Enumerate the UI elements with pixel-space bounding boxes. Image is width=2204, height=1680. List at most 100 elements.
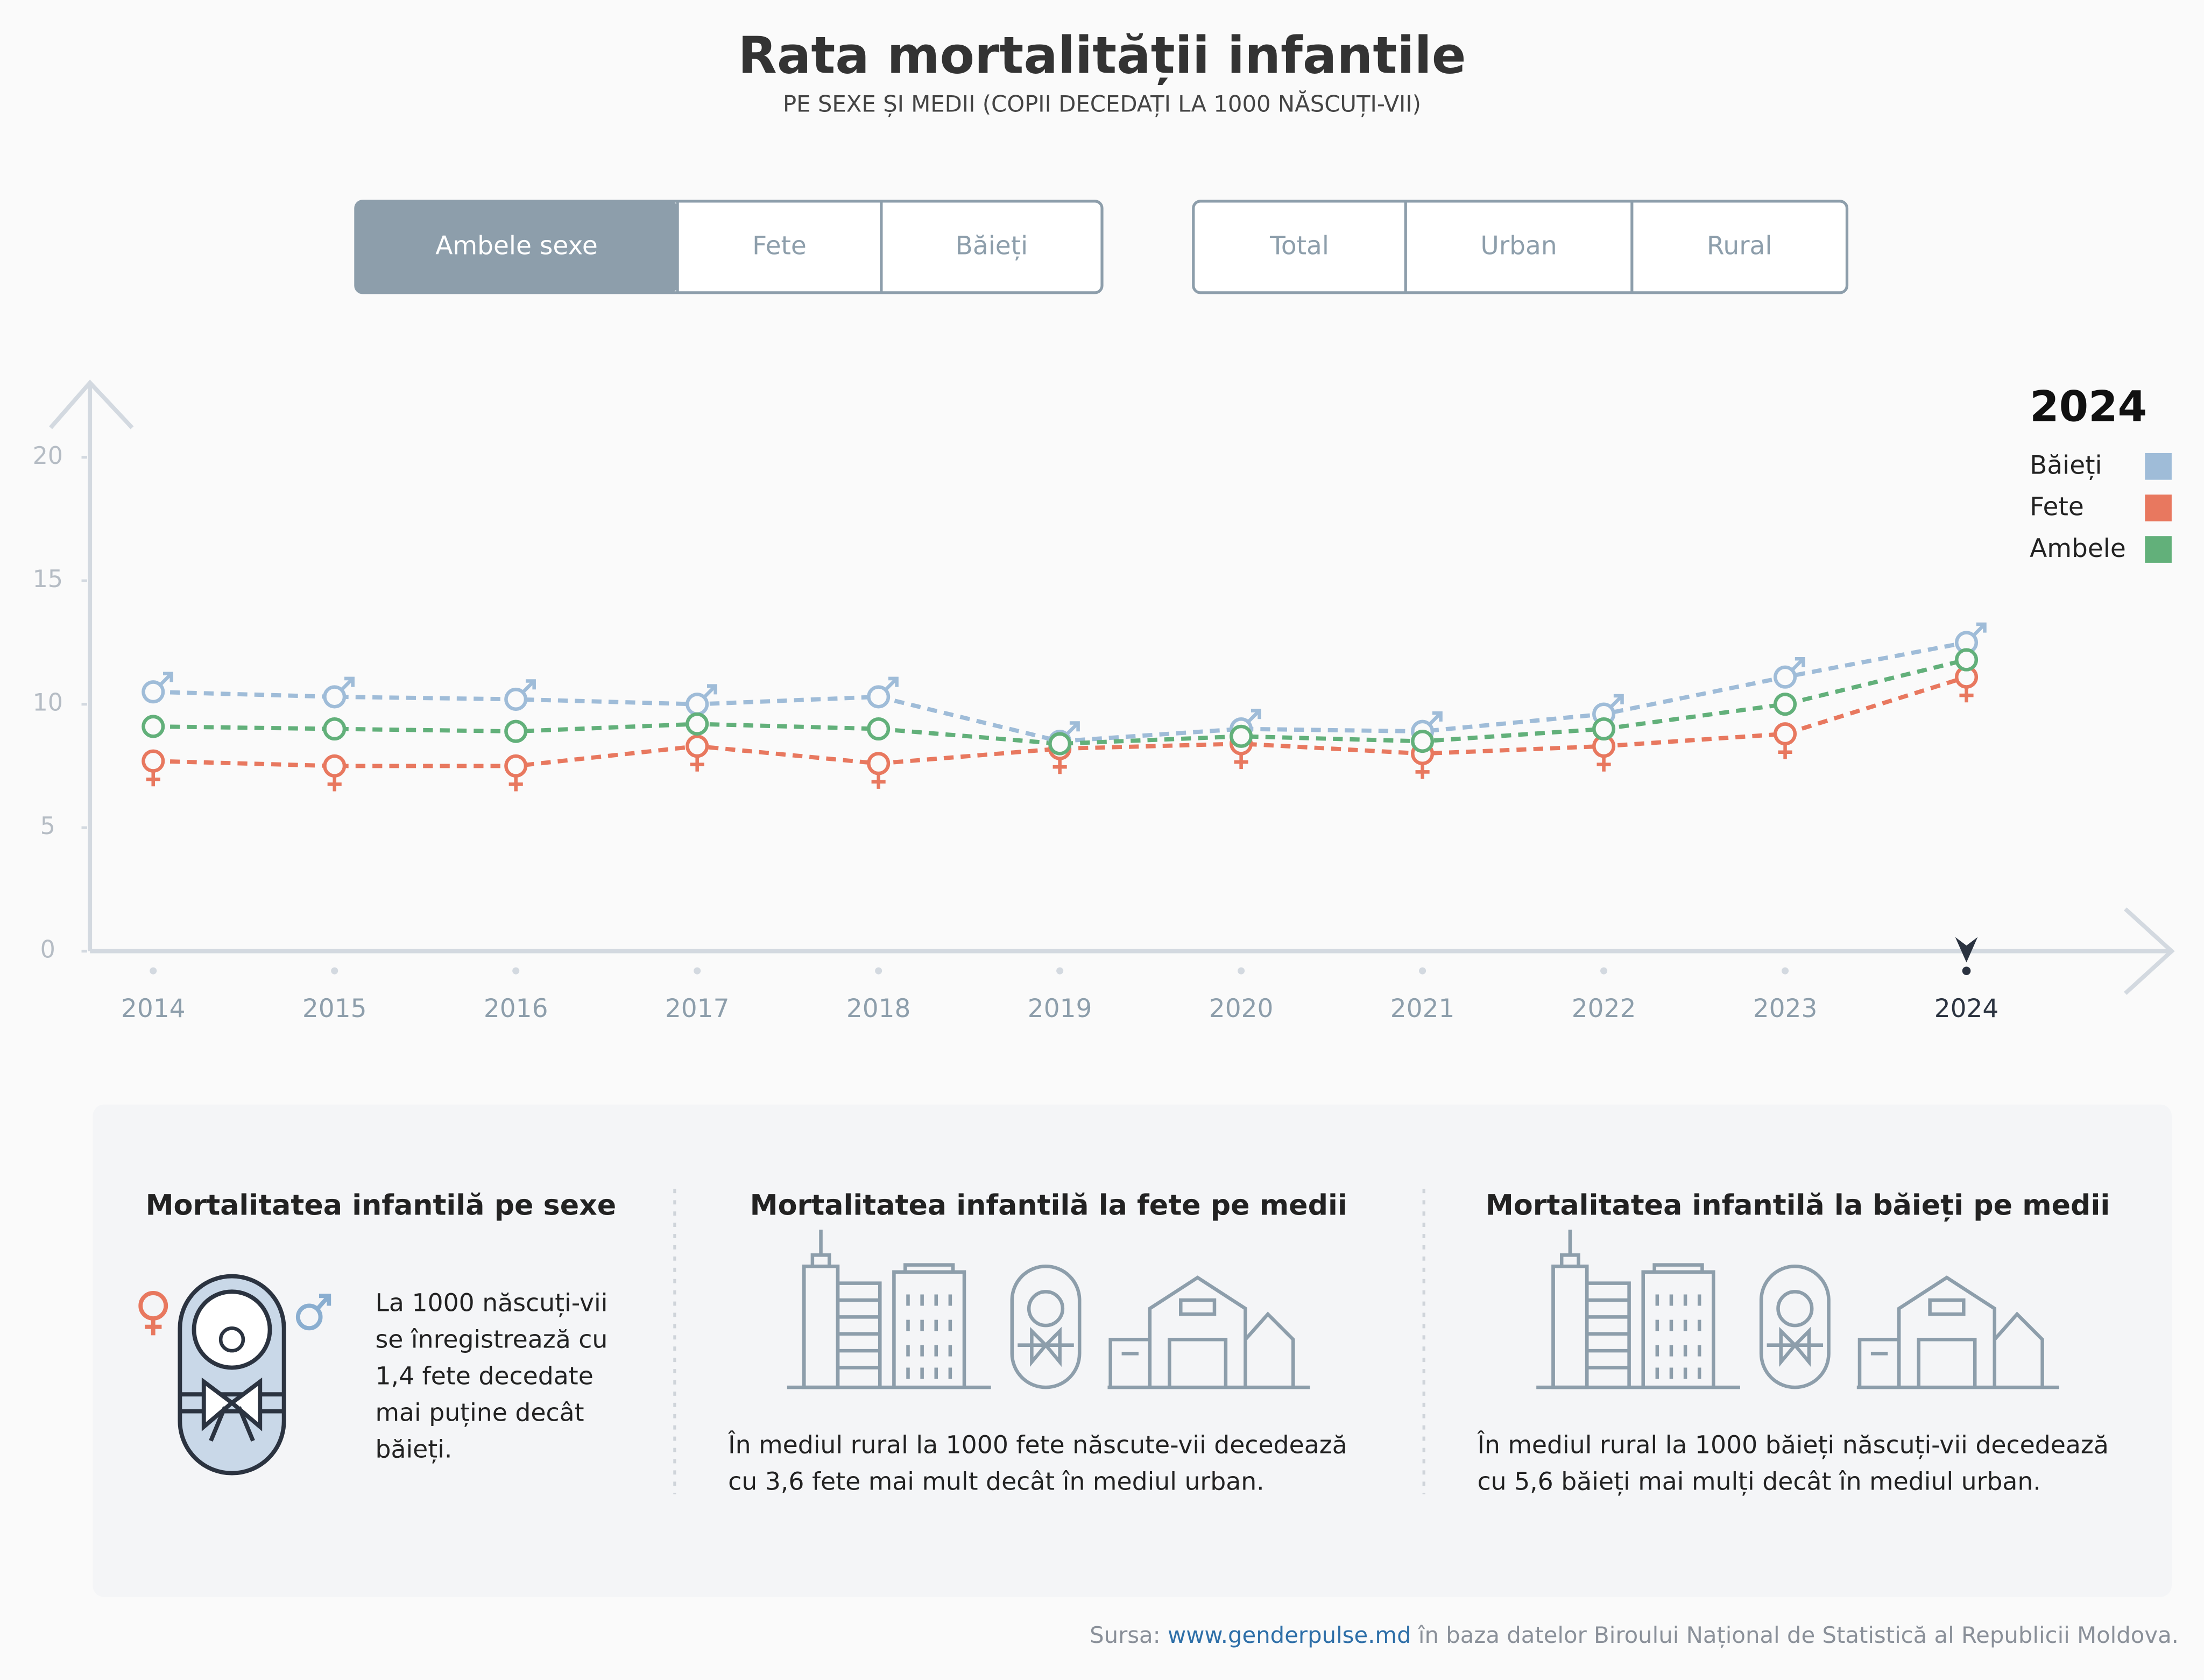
y-tick-label: 0 bbox=[40, 936, 55, 964]
x-axis bbox=[90, 907, 2175, 995]
point-marker bbox=[1230, 724, 1253, 748]
point bbox=[1773, 693, 1797, 716]
point-marker bbox=[867, 752, 891, 789]
category-dot bbox=[1238, 967, 1245, 975]
x-tick-label: 2020 bbox=[1209, 994, 1274, 1023]
legend-swatch bbox=[2145, 495, 2172, 521]
point bbox=[686, 693, 709, 716]
button-label[interactable]: Total bbox=[1269, 231, 1329, 261]
legend-label: Fete bbox=[2030, 492, 2084, 522]
point bbox=[504, 687, 528, 711]
point-marker bbox=[1411, 729, 1435, 753]
toggle-button[interactable]: Urban bbox=[1404, 201, 1557, 293]
point bbox=[867, 685, 891, 709]
category-dot bbox=[875, 967, 882, 975]
legend-label: Băieți bbox=[2030, 451, 2102, 481]
female-symbol bbox=[1597, 756, 1611, 772]
point bbox=[323, 717, 347, 741]
x-tick-label: 2022 bbox=[1572, 994, 1636, 1023]
point-marker bbox=[686, 684, 717, 716]
point bbox=[142, 749, 165, 773]
female-symbol bbox=[1415, 763, 1430, 779]
point bbox=[1230, 724, 1253, 748]
point bbox=[323, 754, 347, 778]
female-symbol bbox=[1959, 687, 1974, 703]
x-tick-label: 2017 bbox=[665, 994, 730, 1023]
legend-title: 2024 bbox=[2030, 382, 2147, 431]
male-symbol bbox=[340, 676, 355, 691]
button-label[interactable]: Urban bbox=[1480, 231, 1557, 261]
point bbox=[1048, 732, 1072, 756]
point-marker bbox=[504, 679, 536, 711]
point-marker bbox=[1773, 722, 1797, 759]
point bbox=[1773, 665, 1797, 689]
button-bg[interactable] bbox=[355, 201, 678, 293]
button-label[interactable]: Rural bbox=[1707, 231, 1772, 261]
chart: 0 5 10 15 20 2014 2015 2016 2017 2018 2019 2020 2021… bbox=[33, 379, 2175, 1023]
point bbox=[142, 715, 165, 738]
point-marker bbox=[1773, 657, 1805, 689]
panel-text: băieți. bbox=[375, 1435, 452, 1464]
point-marker bbox=[504, 754, 528, 792]
x-tick-label: 2018 bbox=[846, 994, 911, 1023]
button-group bbox=[1192, 200, 1849, 294]
x-tick-label: 2015 bbox=[302, 994, 367, 1023]
toggle-button[interactable]: Ambele sexe bbox=[355, 201, 678, 293]
panel-text: cu 3,6 fete mai mult decât în mediul urb… bbox=[728, 1467, 1265, 1495]
category-dot bbox=[150, 967, 157, 975]
point bbox=[1773, 722, 1797, 746]
source-link[interactable]: www.genderpulse.md bbox=[1168, 1621, 1411, 1648]
legend-label: Ambele bbox=[2030, 534, 2126, 563]
male-symbol bbox=[521, 679, 536, 694]
panel-text: 1,4 fete decedate bbox=[375, 1361, 593, 1390]
button-label[interactable]: Ambele sexe bbox=[435, 231, 598, 261]
legend-swatch bbox=[2145, 453, 2172, 480]
female-symbol bbox=[327, 775, 342, 792]
point-marker bbox=[1773, 693, 1797, 716]
point-marker bbox=[686, 712, 709, 736]
point bbox=[1411, 729, 1435, 753]
point-marker bbox=[323, 754, 347, 792]
point bbox=[686, 712, 709, 736]
toggle-button[interactable]: Băieți bbox=[880, 201, 1028, 293]
female-symbol bbox=[1778, 744, 1792, 759]
panel-text: mai puține decât bbox=[375, 1398, 584, 1427]
controls: Ambele sexe Fete Băieți Total Urban Rural bbox=[354, 200, 1849, 294]
category-dot bbox=[1419, 967, 1426, 975]
category-dot bbox=[331, 967, 338, 975]
female-symbol bbox=[871, 773, 886, 789]
x-tick-label: 2023 bbox=[1753, 994, 1818, 1023]
panel-text: cu 5,6 băieți mai mulți decât în mediul … bbox=[1477, 1467, 2040, 1496]
panel-heading: Mortalitatea infantilă la fete pe medii bbox=[750, 1189, 1347, 1222]
point bbox=[1592, 717, 1616, 741]
male-symbol bbox=[1972, 622, 1987, 637]
male-symbol bbox=[1428, 711, 1443, 726]
button-label[interactable]: Fete bbox=[752, 231, 807, 261]
category-dot bbox=[1962, 966, 1971, 976]
toggle-button[interactable]: Rural bbox=[1630, 201, 1772, 293]
point bbox=[686, 735, 709, 758]
male-symbol bbox=[703, 684, 717, 698]
male-symbol bbox=[1791, 657, 1805, 672]
point-marker bbox=[686, 735, 709, 772]
point-marker bbox=[142, 749, 165, 787]
point-marker bbox=[1592, 717, 1616, 741]
point-marker bbox=[1954, 648, 1979, 672]
point-marker bbox=[1592, 735, 1616, 772]
y-tick-label: 10 bbox=[33, 689, 63, 717]
point-marker bbox=[323, 676, 355, 709]
male-symbol bbox=[1247, 709, 1261, 723]
chart-title: Rata mortalității infantile bbox=[738, 27, 1466, 86]
point-marker bbox=[867, 676, 899, 709]
point-marker bbox=[142, 672, 173, 704]
point bbox=[323, 685, 347, 709]
category-dot bbox=[1600, 967, 1608, 975]
button-label[interactable]: Băieți bbox=[956, 231, 1028, 261]
legend-swatch bbox=[2145, 536, 2172, 563]
category-dot bbox=[694, 967, 701, 975]
toggle-button[interactable]: Fete bbox=[676, 201, 807, 293]
y-tick-label: 15 bbox=[33, 566, 63, 593]
toggle-button[interactable]: Total bbox=[1269, 231, 1329, 261]
